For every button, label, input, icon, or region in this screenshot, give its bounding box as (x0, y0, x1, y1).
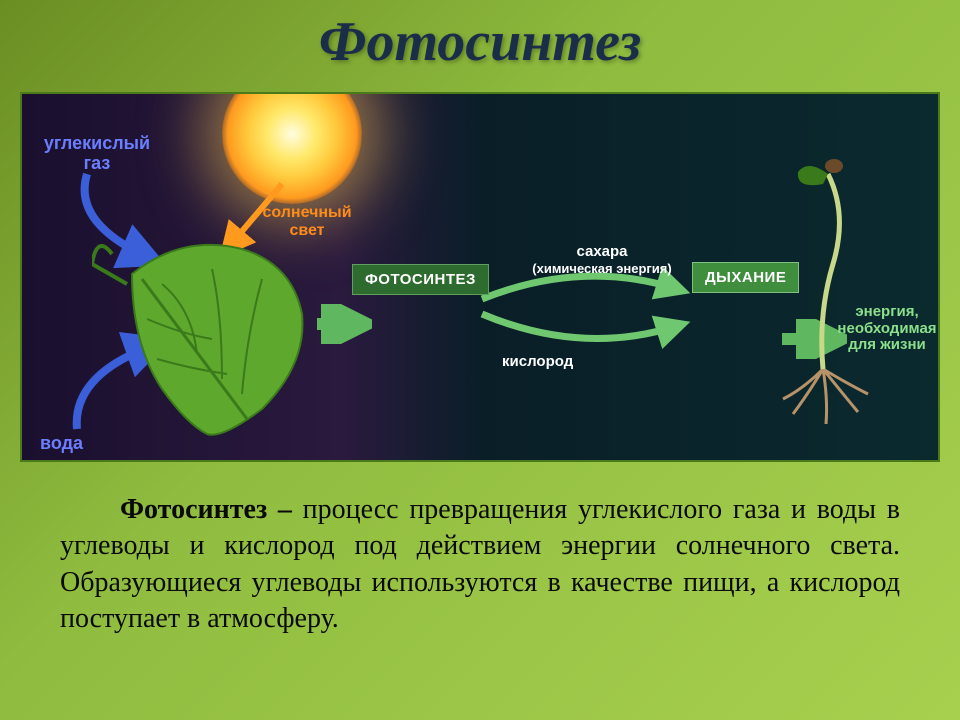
definition-text: Фотосинтез – процесс превращения углекис… (60, 492, 900, 638)
label-sugar-line1: сахара (576, 243, 627, 260)
label-energy: энергия, необходимая для жизни (832, 304, 940, 354)
arrow-to-photosynthesis (312, 304, 372, 344)
page-title: Фотосинтез (0, 0, 960, 74)
label-oxygen: кислород (502, 354, 573, 371)
label-sunlight: солнечный свет (262, 204, 352, 239)
definition-lead: Фотосинтез – (120, 494, 292, 525)
leaf-icon (92, 224, 322, 444)
sprout-icon (748, 154, 898, 434)
arrow-oxygen (472, 304, 692, 359)
badge-photosynthesis: ФОТОСИНТЕЗ (352, 264, 489, 295)
label-sugar-line2: (химическая энергия) (532, 261, 671, 276)
label-co2: углекислый газ (42, 134, 152, 174)
photosynthesis-diagram: углекислый газ солнечный свет вода сахар… (20, 92, 940, 462)
label-water: вода (40, 434, 83, 454)
badge-respiration: ДЫХАНИЕ (692, 262, 799, 293)
label-sugar: сахара (химическая энергия) (512, 244, 692, 277)
